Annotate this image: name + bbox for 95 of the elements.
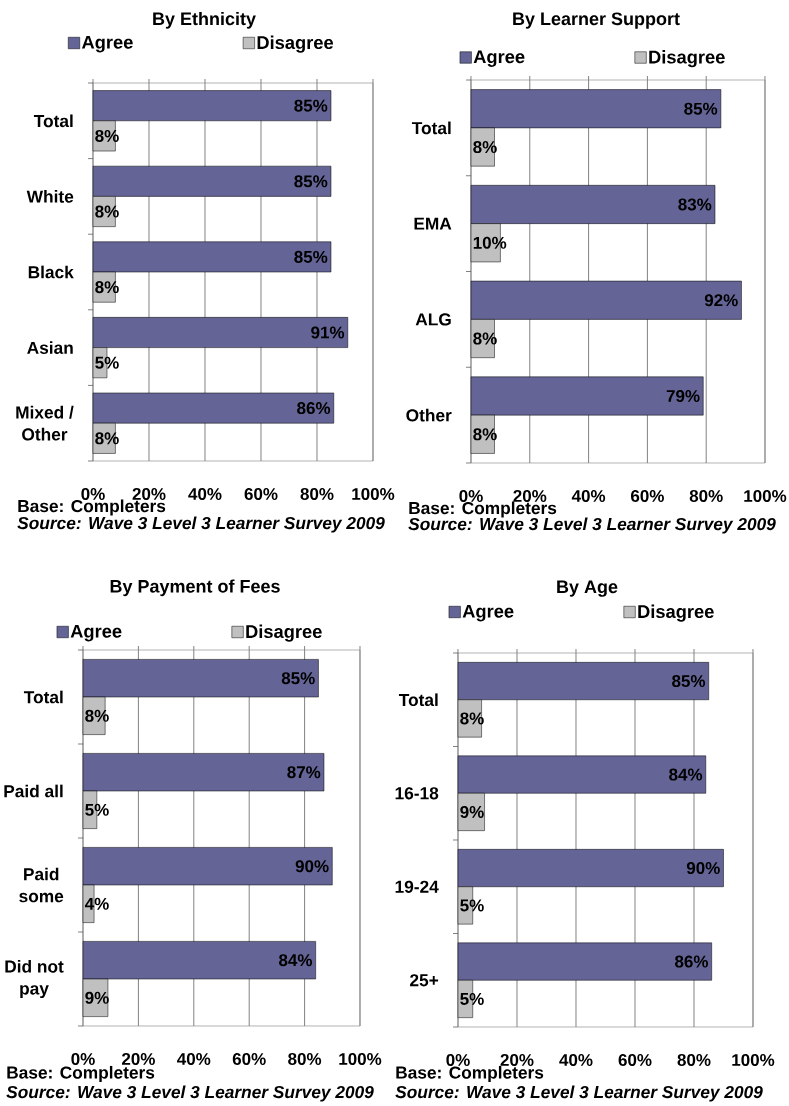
- y-tick-label: Total: [23, 690, 63, 704]
- x-tick-label: 0%: [446, 1053, 470, 1067]
- y-tick-label: Black: [28, 265, 74, 279]
- chart-title: By Payment of Fees: [110, 579, 280, 597]
- chart-title: By Age: [557, 580, 618, 597]
- x-tick-label: 100%: [732, 1053, 775, 1067]
- data-label: 9%: [460, 805, 484, 818]
- data-label: 84%: [669, 768, 703, 781]
- data-label: 87%: [287, 766, 321, 779]
- y-tick-label: Total: [411, 121, 451, 135]
- x-tick-label: 20%: [500, 1053, 534, 1067]
- data-label: 91%: [311, 326, 345, 339]
- legend-label: Agree: [81, 35, 133, 53]
- data-label: 9%: [85, 991, 109, 1004]
- x-tick-label: 60%: [232, 1052, 266, 1066]
- data-label: 90%: [295, 860, 329, 873]
- text: Base: Completers: [18, 499, 166, 516]
- x-tick-label: 0%: [81, 487, 105, 501]
- x-tick-label: 100%: [352, 487, 395, 501]
- y-tick-label: 25+: [410, 974, 439, 987]
- data-label: 8%: [95, 281, 119, 294]
- data-label: 8%: [85, 709, 109, 722]
- data-label: 85%: [294, 175, 328, 188]
- y-tick-label: ALG: [415, 313, 451, 326]
- data-label: 8%: [473, 428, 497, 441]
- data-label: 8%: [95, 205, 119, 218]
- y-tick-label: 19-24: [395, 880, 439, 893]
- y-tick-label: Paid some: [19, 867, 64, 903]
- y-tick-label: EMA: [414, 217, 452, 230]
- legend-label: Agree: [473, 50, 525, 67]
- data-label: 85%: [294, 99, 328, 112]
- data-label: 85%: [281, 672, 315, 685]
- x-tick-label: 80%: [689, 489, 723, 503]
- x-tick-label: 40%: [559, 1053, 593, 1067]
- data-label: 5%: [460, 899, 484, 912]
- x-tick-label: 60%: [631, 489, 664, 503]
- data-label: 5%: [95, 356, 119, 369]
- x-tick-label: 40%: [177, 1052, 211, 1066]
- y-tick-label: Total: [33, 114, 73, 128]
- data-label: 5%: [460, 992, 484, 1005]
- data-label: 90%: [686, 862, 720, 875]
- legend-label: Disagree: [638, 604, 714, 622]
- x-tick-label: 100%: [339, 1052, 382, 1066]
- data-label: 8%: [473, 332, 497, 345]
- data-label: 8%: [95, 432, 119, 445]
- data-label: 85%: [294, 250, 328, 263]
- data-label: 4%: [84, 897, 109, 910]
- x-tick-label: 60%: [618, 1053, 652, 1067]
- y-tick-label: Paid all: [4, 784, 63, 798]
- x-tick-label: 0%: [459, 489, 483, 503]
- x-tick-label: 60%: [244, 487, 278, 501]
- x-tick-label: 40%: [571, 489, 606, 503]
- x-tick-label: 0%: [71, 1052, 95, 1066]
- chart-title: By Learner Support: [513, 12, 680, 29]
- data-label: 83%: [678, 198, 712, 211]
- x-tick-label: 80%: [288, 1052, 322, 1066]
- data-label: 8%: [460, 712, 484, 725]
- data-label: 8%: [95, 129, 119, 142]
- x-tick-label: 20%: [132, 487, 166, 501]
- source-note: Source: Wave 3 Level 3 Learner Survey 2009: [395, 1085, 763, 1102]
- y-tick-label: Did not pay: [5, 959, 64, 999]
- legend-label: Disagree: [649, 50, 725, 68]
- data-label: 85%: [672, 675, 706, 688]
- x-tick-label: 80%: [300, 487, 334, 501]
- y-tick-label: 16-18: [395, 787, 439, 800]
- legend-label: Disagree: [257, 35, 334, 53]
- source-note: Source: Wave 3 Level 3 Learner Survey 2009: [6, 1085, 374, 1102]
- data-label: 85%: [684, 102, 718, 115]
- y-tick-label: Asian: [27, 341, 73, 354]
- x-tick-label: 100%: [744, 489, 787, 503]
- chart-title: By Ethnicity: [153, 11, 256, 29]
- y-tick-label: Total: [398, 693, 438, 707]
- source-note: Source: Wave 3 Level 3 Learner Survey 2009: [17, 516, 385, 533]
- data-label: 86%: [675, 955, 709, 968]
- legend-label: Agree: [70, 624, 122, 642]
- text: Base: Completers: [409, 501, 557, 518]
- x-tick-label: 40%: [188, 487, 222, 501]
- text: Base: Completers: [7, 1065, 155, 1083]
- x-tick-label: 20%: [121, 1052, 155, 1066]
- data-label: 84%: [278, 954, 313, 967]
- data-label: 86%: [297, 402, 331, 415]
- x-tick-label: 80%: [677, 1053, 711, 1067]
- data-label: 5%: [85, 803, 109, 816]
- data-label: 8%: [473, 141, 497, 154]
- legend-label: Agree: [462, 604, 514, 622]
- text: Base: Completers: [396, 1065, 544, 1083]
- y-tick-label: White: [26, 190, 74, 203]
- data-label: 92%: [704, 294, 738, 307]
- y-tick-label: Other: [406, 408, 452, 422]
- legend-label: Disagree: [246, 624, 322, 642]
- data-label: 79%: [666, 389, 700, 402]
- source-note: Source: Wave 3 Level 3 Learner Survey 2009: [408, 517, 776, 534]
- data-label: 10%: [473, 236, 507, 249]
- x-tick-label: 20%: [513, 489, 547, 503]
- y-tick-label: Mixed / Other: [16, 405, 74, 441]
